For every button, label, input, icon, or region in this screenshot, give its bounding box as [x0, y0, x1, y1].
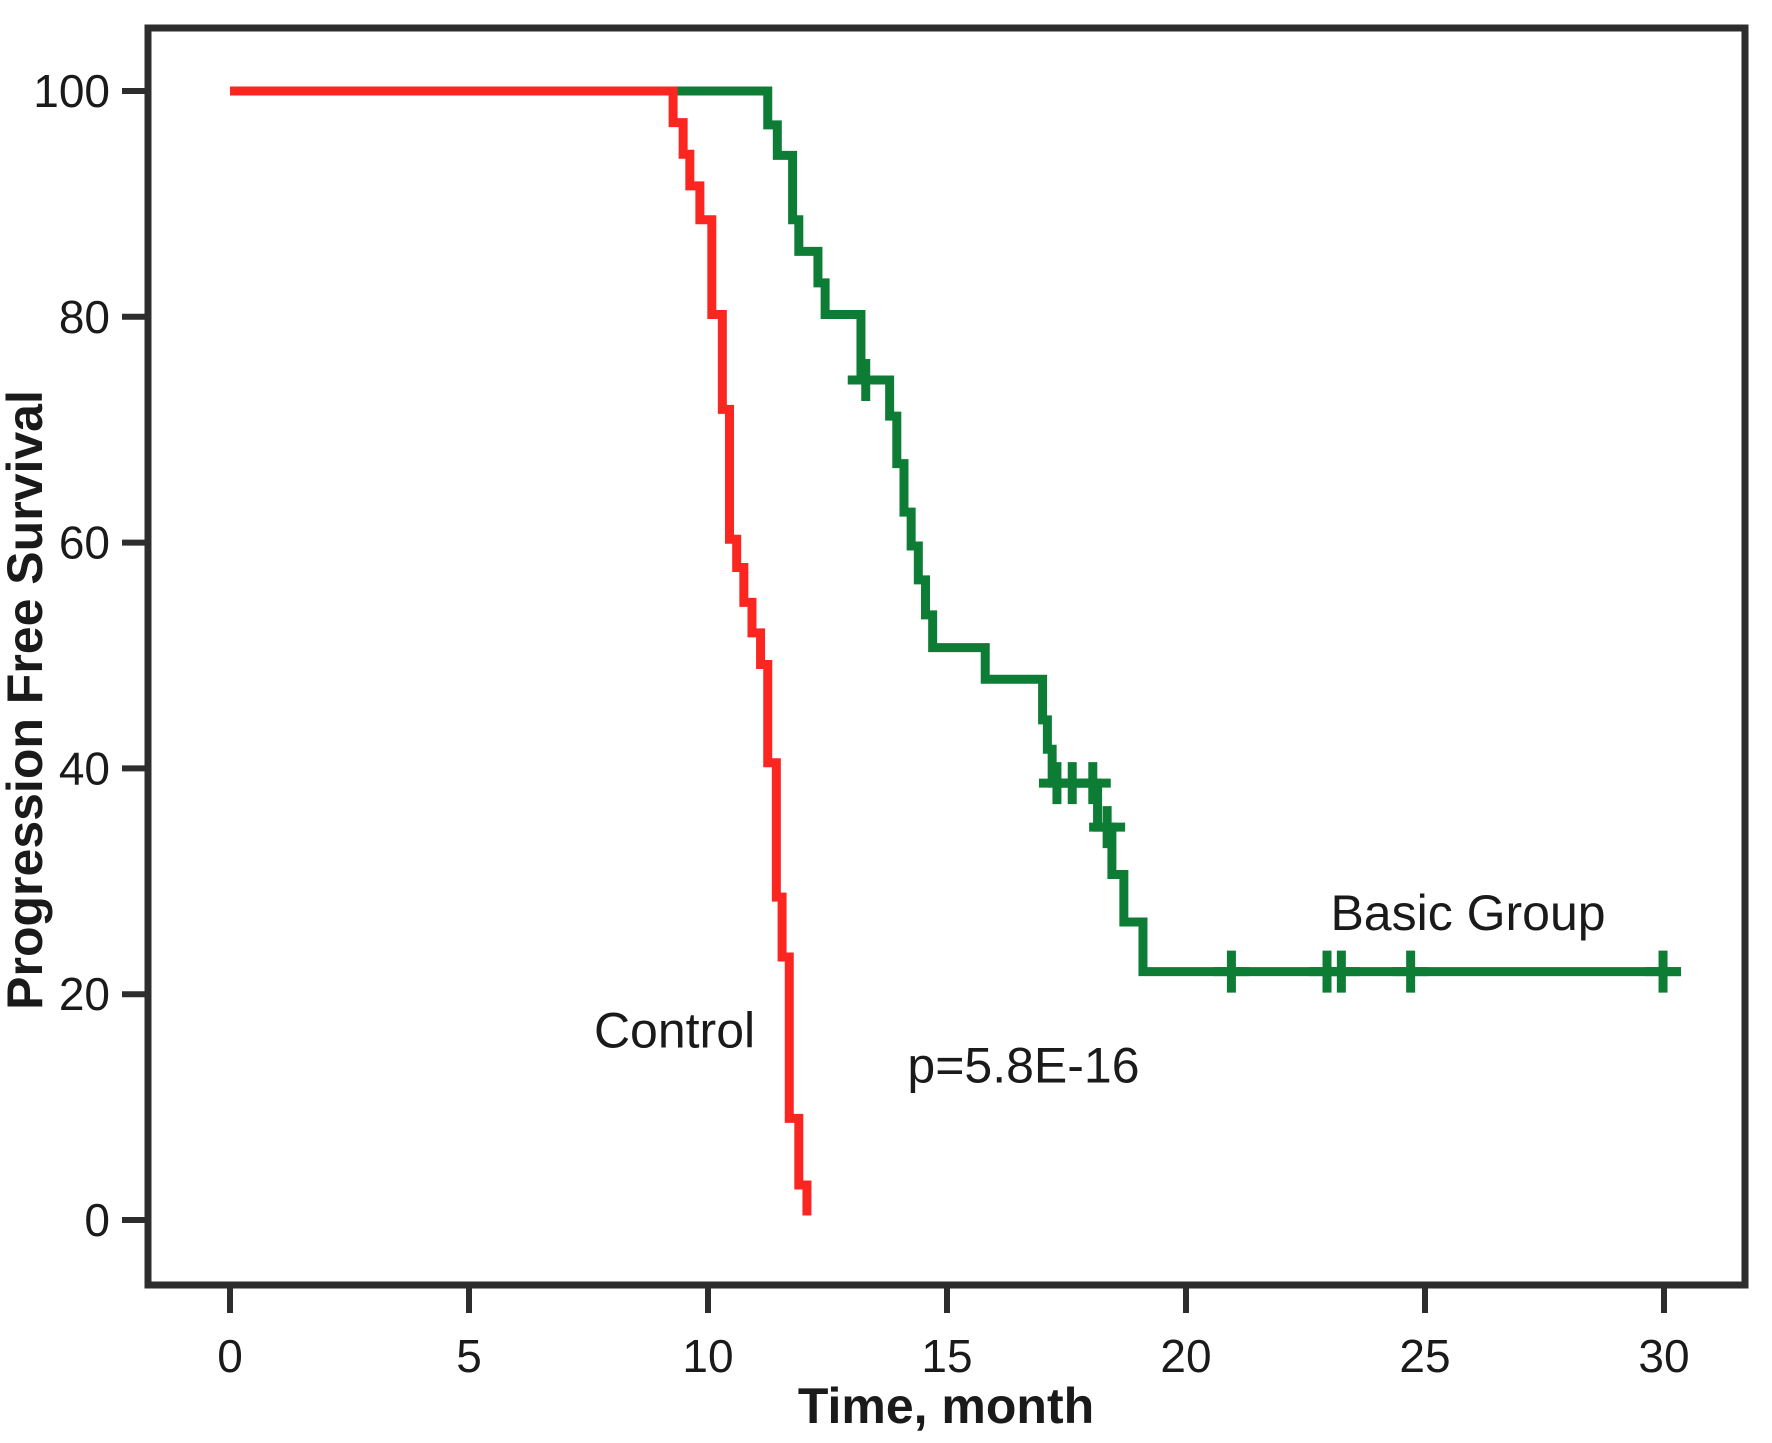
basic-group-censor-mark [1089, 806, 1126, 849]
basic-group-censor-mark [847, 359, 884, 402]
y-tick-label: 40 [59, 742, 110, 794]
y-axis-title: Progression Free Survival [0, 390, 53, 1010]
p-value-label: p=5.8E-16 [907, 1037, 1139, 1093]
x-tick-label: 30 [1638, 1330, 1689, 1382]
x-axis-title: Time, month [798, 1378, 1094, 1434]
control-label: Control [594, 1002, 755, 1058]
plot-background [148, 28, 1745, 1285]
censor-marks [847, 359, 1682, 993]
control-curve [230, 86, 812, 1216]
x-tick-label: 25 [1399, 1330, 1450, 1382]
x-tick-label: 0 [217, 1330, 243, 1382]
y-axis: 0 20 40 60 80 100 [33, 65, 148, 1246]
basic-group-censor-mark [1213, 950, 1250, 993]
y-tick-label: 20 [59, 968, 110, 1020]
basic-group-curve [230, 86, 1681, 977]
basic-group-label: Basic Group [1330, 885, 1605, 941]
basic-group-censor-mark [1074, 762, 1111, 805]
x-tick-label: 20 [1160, 1330, 1211, 1382]
x-tick-label: 5 [456, 1330, 482, 1382]
y-tick-label: 0 [84, 1194, 110, 1246]
x-tick-label: 15 [921, 1330, 972, 1382]
curves [230, 86, 1681, 1216]
basic-group-censor-mark [1323, 950, 1360, 993]
y-tick-label: 100 [33, 65, 110, 117]
x-tick-label: 10 [682, 1330, 733, 1382]
y-tick-label: 60 [59, 517, 110, 569]
x-axis: 0 5 10 15 20 25 30 [217, 1285, 1690, 1382]
basic-group-censor-mark [1645, 950, 1682, 993]
y-tick-label: 80 [59, 291, 110, 343]
annotations: Control p=5.8E-16 Basic Group [594, 885, 1606, 1093]
basic-group-censor-mark [1392, 950, 1429, 993]
